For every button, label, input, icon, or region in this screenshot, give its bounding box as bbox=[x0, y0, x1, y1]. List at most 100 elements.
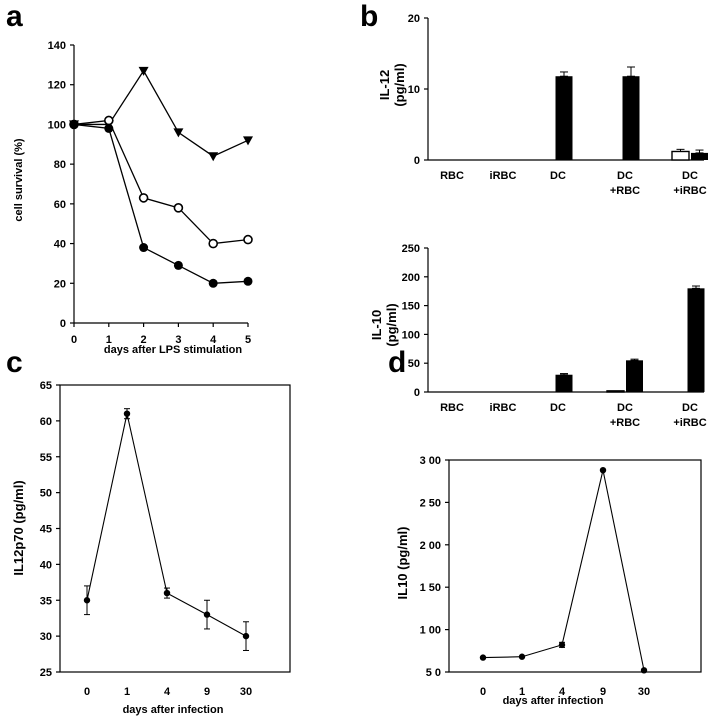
chart-b-bottom-bar-filled bbox=[555, 374, 573, 392]
panel-letter-a: a bbox=[6, 0, 23, 33]
chart-b-top-yunit: (pg/ml) bbox=[392, 63, 407, 106]
chart-d-ytick-label: 2 00 bbox=[420, 540, 441, 552]
chart-b-bottom-ytick-label: 150 bbox=[402, 301, 420, 313]
chart-a-xtick-label: 5 bbox=[245, 334, 251, 346]
chart-b-top-ytick-label: 20 bbox=[408, 13, 420, 25]
chart-a-xtick-label: 4 bbox=[210, 334, 217, 346]
chart-b-bottom-ylabel: IL-10 bbox=[369, 310, 384, 340]
chart-d-xtick-label: 4 bbox=[559, 686, 566, 698]
chart-c-point bbox=[203, 611, 211, 618]
chart-d-xtick-label: 1 bbox=[519, 686, 525, 698]
chart-a-ylabel: cell survival (%) bbox=[13, 138, 25, 221]
chart-b-bottom-category-label: iRBC bbox=[490, 402, 517, 414]
chart-c-xlabel: days after infection bbox=[123, 704, 224, 716]
chart-a-point-triangle bbox=[208, 152, 219, 162]
chart-c-series-line bbox=[86, 413, 247, 637]
chart-b-bottom-ytick-label: 100 bbox=[402, 329, 420, 341]
chart-a-xlabel: days after LPS stimulation bbox=[104, 344, 242, 356]
chart-b-bottom-category-label: RBC bbox=[440, 402, 464, 414]
chart-a-point-triangle bbox=[243, 136, 253, 146]
chart-d-xtick-label: 9 bbox=[600, 686, 606, 698]
chart-d-point bbox=[518, 653, 526, 660]
chart-b-top-ylabel: IL-12 bbox=[377, 70, 392, 100]
chart-a-ytick-label: 120 bbox=[48, 80, 66, 92]
chart-b-top-category-label: DC bbox=[550, 170, 566, 182]
chart-c-ytick-label: 60 bbox=[40, 416, 52, 428]
chart-c-plot-frame bbox=[59, 384, 291, 673]
chart-a-point-filled-circle bbox=[69, 119, 79, 129]
chart-d-point bbox=[558, 641, 566, 649]
chart-a-point-filled-circle bbox=[208, 278, 218, 288]
chart-a-ytick-label: 0 bbox=[60, 318, 66, 330]
chart-a-ytick-label: 60 bbox=[54, 199, 66, 211]
chart-d-ytick-label: 3 00 bbox=[420, 455, 441, 467]
chart-c-ytick-label: 45 bbox=[40, 524, 52, 536]
chart-c-ytick-label: 35 bbox=[40, 595, 52, 607]
chart-c-point bbox=[242, 632, 250, 640]
chart-d-ytick-label: 2 50 bbox=[420, 497, 441, 509]
chart-c-xtick-label: 30 bbox=[240, 686, 252, 698]
chart-a-point-open-circle bbox=[208, 238, 218, 249]
chart-b-bottom-ytick-label: 200 bbox=[402, 272, 420, 284]
chart-b-bottom-bar-open bbox=[606, 390, 625, 393]
chart-d-ytick-label: 1 50 bbox=[420, 582, 441, 594]
chart-d-ytick-label: 5 0 bbox=[426, 667, 441, 679]
chart-a-point-filled-circle bbox=[243, 276, 253, 286]
chart-a-point-open-circle bbox=[243, 234, 253, 245]
chart-b-bottom-category-label: DC bbox=[617, 402, 633, 414]
chart-d-xlabel: days after infection bbox=[503, 695, 604, 707]
panel-letter-d: d bbox=[388, 346, 406, 379]
chart-b-top-category-label: DC bbox=[682, 170, 698, 182]
chart-b-bottom-bar-filled bbox=[687, 288, 705, 392]
chart-c-xtick-label: 9 bbox=[204, 686, 210, 698]
chart-b-top-bar-open bbox=[671, 150, 690, 161]
chart-b-top-bar-filled bbox=[691, 152, 708, 160]
chart-b-top-category-label: +RBC bbox=[610, 185, 640, 197]
chart-b-bottom-yunit: (pg/ml) bbox=[384, 303, 399, 346]
chart-c-ytick-label: 40 bbox=[40, 559, 52, 571]
chart-b-top-bar-filled bbox=[622, 76, 640, 160]
chart-d-point bbox=[599, 466, 607, 474]
chart-b-top-ytick-label: 0 bbox=[414, 155, 420, 167]
chart-a-ytick-label: 100 bbox=[48, 119, 66, 131]
chart-c-point bbox=[123, 410, 131, 417]
chart-c-point bbox=[163, 589, 171, 597]
chart-a-point-open-circle bbox=[104, 115, 114, 126]
chart-a-xtick-label: 3 bbox=[175, 334, 181, 346]
chart-a-series-line-open-circle bbox=[73, 119, 249, 245]
chart-a-ytick-label: 40 bbox=[54, 239, 66, 251]
chart-a-point-open-circle bbox=[173, 203, 184, 213]
chart-d-point bbox=[479, 654, 487, 661]
chart-d-series-line bbox=[482, 470, 645, 671]
chart-c-ytick-label: 55 bbox=[40, 452, 52, 464]
chart-c-xtick-label: 1 bbox=[124, 686, 130, 698]
chart-b-top-bar-filled bbox=[555, 76, 573, 160]
chart-a-point-filled-circle bbox=[139, 243, 149, 253]
chart-b-top-category-label: RBC bbox=[440, 170, 464, 182]
chart-b-bottom-category-label: DC bbox=[682, 402, 698, 414]
chart-d-point bbox=[640, 667, 648, 674]
chart-a-point-triangle bbox=[173, 128, 184, 138]
chart-d-ylabel: IL10 (pg/ml) bbox=[395, 527, 410, 600]
chart-c-ytick-label: 30 bbox=[40, 631, 52, 643]
chart-c-xtick-label: 0 bbox=[84, 686, 90, 698]
chart-a-ytick-label: 80 bbox=[54, 159, 66, 171]
panel-letter-b: b bbox=[360, 0, 378, 33]
chart-a-point-filled-circle bbox=[173, 260, 183, 270]
chart-a-ytick-label: 20 bbox=[54, 278, 66, 290]
chart-b-bottom-ytick-label: 0 bbox=[414, 387, 420, 399]
chart-c-ytick-label: 65 bbox=[40, 380, 52, 392]
chart-b-bottom-category-label: +iRBC bbox=[673, 417, 706, 429]
chart-b-top-category-label: DC bbox=[617, 170, 633, 182]
chart-a-point-triangle bbox=[138, 66, 149, 76]
chart-b-bottom-category-label: +RBC bbox=[610, 417, 640, 429]
panel-letter-c: c bbox=[6, 346, 23, 379]
chart-b-top-category-label: iRBC bbox=[490, 170, 517, 182]
chart-a-series-line-filled-circle bbox=[73, 123, 249, 284]
chart-a-point-open-circle bbox=[138, 193, 149, 203]
chart-b-top-ytick-label: 10 bbox=[408, 84, 420, 96]
chart-d-xtick-label: 30 bbox=[638, 686, 650, 698]
chart-c-ytick-label: 50 bbox=[40, 488, 52, 500]
chart-c-ytick-label: 25 bbox=[40, 667, 52, 679]
